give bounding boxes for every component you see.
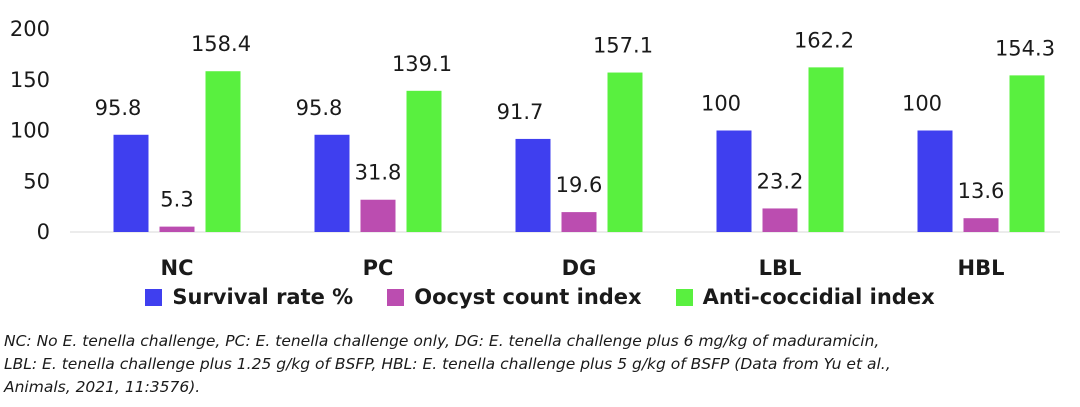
bar xyxy=(762,208,798,232)
bar xyxy=(607,72,643,232)
footnote: NC: No E. tenella challenge, PC: E. tene… xyxy=(4,330,1074,399)
legend-item-survival: Survival rate % xyxy=(145,285,353,309)
footnote-line-1: NC: No E. tenella challenge, PC: E. tene… xyxy=(4,332,880,350)
bar xyxy=(360,199,396,232)
bar xyxy=(515,138,551,232)
y-tick-label: 50 xyxy=(23,169,50,193)
x-category-label: HBL xyxy=(958,256,1005,280)
legend-swatch-oocyst xyxy=(387,288,405,306)
data-label: 23.2 xyxy=(757,169,804,193)
bar-chart: 0 50 100 150 200 95.8 5.3 158.4 95.8 31.8 139.1 91… xyxy=(10,17,1060,280)
data-label: 19.6 xyxy=(556,173,603,197)
x-axis-categories: NC PC DG LBL HBL xyxy=(161,256,1005,280)
data-label: 158.4 xyxy=(191,32,251,56)
data-label: 95.8 xyxy=(95,96,142,120)
x-category-label: DG xyxy=(562,256,597,280)
bar xyxy=(159,226,195,232)
legend-swatch-anticoccidial xyxy=(675,288,693,306)
legend-item-oocyst: Oocyst count index xyxy=(387,285,642,309)
bar xyxy=(808,67,844,232)
x-category-label: LBL xyxy=(759,256,802,280)
bars xyxy=(113,67,1045,232)
y-tick-label: 0 xyxy=(37,220,50,244)
data-label: 154.3 xyxy=(995,36,1055,60)
footnote-line-3: Animals, 2021, 11:3576). xyxy=(4,378,201,396)
bar xyxy=(314,134,350,232)
data-label: 13.6 xyxy=(958,179,1005,203)
bar xyxy=(1009,75,1045,232)
legend-label-anticoccidial: Anti-coccidial index xyxy=(702,285,935,309)
legend-item-anticoccidial: Anti-coccidial index xyxy=(675,285,935,309)
y-tick-label: 200 xyxy=(10,17,50,41)
data-label: 5.3 xyxy=(160,188,193,212)
bar xyxy=(716,130,752,232)
legend-label-survival: Survival rate % xyxy=(172,285,354,309)
data-label: 95.8 xyxy=(296,96,343,120)
legend-label-oocyst: Oocyst count index xyxy=(414,285,642,309)
y-axis: 0 50 100 150 200 xyxy=(10,17,50,244)
bar xyxy=(113,134,149,232)
bar xyxy=(406,90,442,232)
data-label: 100 xyxy=(902,92,942,116)
data-label: 139.1 xyxy=(392,52,452,76)
bar xyxy=(917,130,953,232)
data-labels: 95.8 5.3 158.4 95.8 31.8 139.1 91.7 19.6 157.1 10… xyxy=(95,28,1055,211)
y-tick-label: 100 xyxy=(10,119,50,143)
bar xyxy=(205,71,241,232)
data-label: 162.2 xyxy=(794,28,854,52)
footnote-line-2: LBL: E. tenella challenge plus 1.25 g/kg… xyxy=(4,355,891,373)
data-label: 100 xyxy=(701,92,741,116)
x-category-label: PC xyxy=(363,256,394,280)
legend-swatch-survival xyxy=(145,288,163,306)
bar xyxy=(561,212,597,232)
x-category-label: NC xyxy=(161,256,194,280)
data-label: 157.1 xyxy=(593,34,653,58)
y-tick-label: 150 xyxy=(10,68,50,92)
data-label: 31.8 xyxy=(355,161,402,185)
data-label: 91.7 xyxy=(497,100,544,124)
legend: Survival rate % Oocyst count index Anti-… xyxy=(0,285,1080,309)
bar xyxy=(963,218,999,232)
